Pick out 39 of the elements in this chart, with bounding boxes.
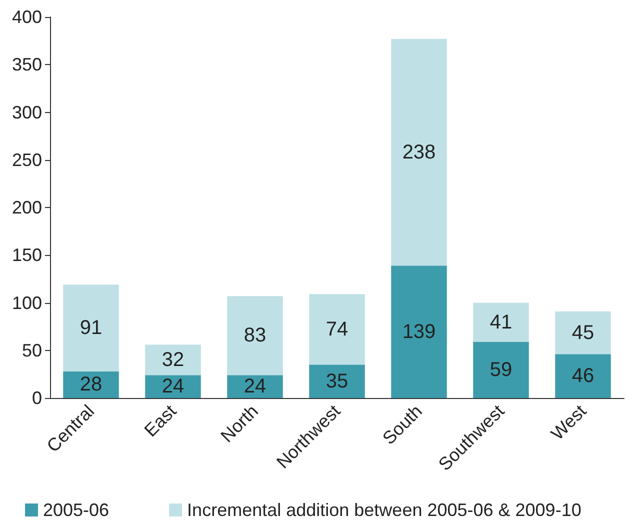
bar	[391, 38, 447, 266]
bar	[227, 296, 283, 376]
bar	[555, 311, 611, 354]
y-tick-label: 250	[12, 150, 42, 170]
data-label: 32	[162, 348, 184, 371]
data-label: 35	[326, 370, 348, 392]
data-label: 24	[244, 376, 266, 398]
data-label: 45	[572, 322, 594, 344]
data-label: 83	[244, 324, 266, 347]
bar	[63, 284, 119, 372]
data-label: 28	[80, 374, 102, 396]
bar	[145, 344, 201, 376]
legend-label: 2005-06	[43, 500, 110, 520]
bar	[391, 266, 447, 398]
data-label: 139	[402, 320, 436, 343]
legend-label: Incremental addition between 2005-06 & 2009-10	[187, 500, 582, 520]
y-tick-label: 400	[12, 7, 42, 27]
bar	[63, 371, 119, 398]
data-label: 24	[162, 376, 184, 398]
bar	[555, 354, 611, 398]
bar	[473, 342, 529, 398]
bar	[309, 364, 365, 398]
data-label: 46	[572, 365, 594, 388]
bar	[309, 294, 365, 365]
y-tick-label: 100	[12, 292, 42, 313]
data-label: 59	[490, 358, 512, 381]
bar	[473, 302, 529, 342]
data-label: 91	[80, 316, 102, 339]
y-tick-label: 0	[32, 388, 42, 408]
bar	[227, 375, 283, 398]
y-tick-label: 150	[12, 245, 42, 266]
y-tick-label: 200	[12, 198, 42, 218]
y-tick-label: 300	[12, 102, 42, 122]
y-tick-label: 50	[22, 340, 42, 360]
y-tick-label: 350	[12, 54, 42, 75]
data-label: 41	[490, 311, 512, 334]
data-label: 238	[402, 141, 436, 164]
bar	[145, 375, 201, 398]
data-label: 74	[326, 318, 348, 340]
